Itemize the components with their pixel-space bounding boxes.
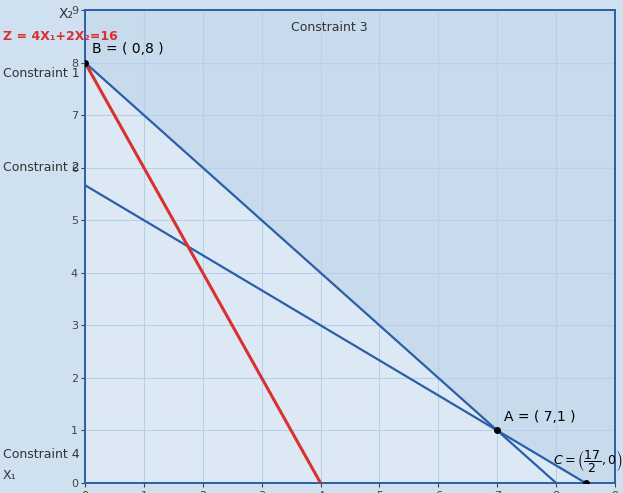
- Text: Constraint 3: Constraint 3: [291, 21, 368, 34]
- Text: Z = 4X₁+2X₂=16: Z = 4X₁+2X₂=16: [3, 30, 118, 42]
- Text: X₁: X₁: [3, 469, 17, 482]
- Text: B = ( 0,8 ): B = ( 0,8 ): [92, 42, 164, 56]
- Text: Constraint 1: Constraint 1: [3, 67, 80, 79]
- Text: Constraint 2: Constraint 2: [3, 161, 80, 174]
- Text: $C = \left(\dfrac{17}{2},0\right)$: $C = \left(\dfrac{17}{2},0\right)$: [553, 448, 623, 474]
- Polygon shape: [85, 10, 615, 483]
- Text: Constraint 4: Constraint 4: [3, 448, 80, 460]
- Text: X₂: X₂: [59, 7, 74, 21]
- Text: A = ( 7,1 ): A = ( 7,1 ): [504, 410, 576, 424]
